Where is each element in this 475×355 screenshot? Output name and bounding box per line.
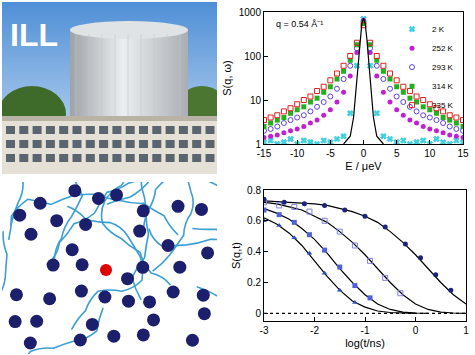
svg-text:1: 1 — [255, 139, 261, 150]
svg-text:E / μeV: E / μeV — [345, 160, 382, 172]
svg-text:335 K: 335 K — [432, 101, 454, 110]
svg-text:293 K: 293 K — [432, 63, 454, 72]
svg-text:0: 0 — [361, 148, 367, 159]
svg-text:log(t/ns): log(t/ns) — [345, 337, 385, 349]
svg-text:10: 10 — [250, 95, 262, 106]
svg-text:1000: 1000 — [239, 7, 262, 18]
svg-text:10: 10 — [424, 148, 436, 159]
svg-text:-2: -2 — [310, 325, 319, 336]
svg-text:-3: -3 — [260, 325, 269, 336]
svg-text:0.4: 0.4 — [247, 246, 261, 257]
svg-text:2 K: 2 K — [432, 25, 445, 34]
svg-text:0.6: 0.6 — [247, 215, 261, 226]
svg-text:-1: -1 — [361, 325, 370, 336]
svg-text:0: 0 — [255, 308, 261, 319]
svg-text:-10: -10 — [290, 148, 305, 159]
svg-text:ILL: ILL — [10, 17, 58, 53]
svg-text:0.8: 0.8 — [247, 185, 261, 196]
svg-text:S(q,t): S(q,t) — [230, 242, 242, 269]
svg-text:100: 100 — [244, 51, 261, 62]
svg-text:-5: -5 — [326, 148, 335, 159]
svg-text:q = 0.54 Å⁻¹: q = 0.54 Å⁻¹ — [276, 19, 323, 29]
svg-text:15: 15 — [457, 148, 469, 159]
svg-text:1: 1 — [463, 325, 469, 336]
svg-text:-15: -15 — [257, 148, 272, 159]
svg-text:5: 5 — [394, 148, 400, 159]
svg-text:S(q, ω): S(q, ω) — [221, 60, 233, 95]
svg-text:0: 0 — [413, 325, 419, 336]
svg-text:252 K: 252 K — [432, 44, 454, 53]
svg-text:0.2: 0.2 — [247, 277, 261, 288]
svg-text:314 K: 314 K — [432, 82, 454, 91]
